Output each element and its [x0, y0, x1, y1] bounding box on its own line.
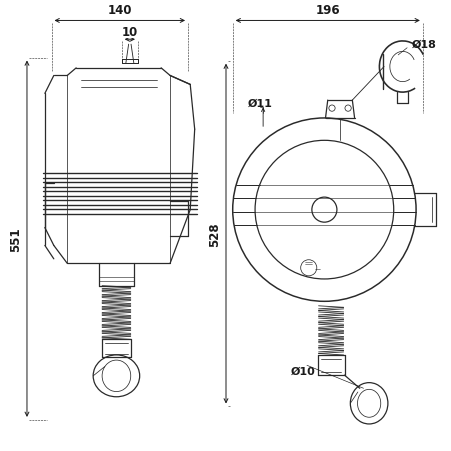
Text: 10: 10 [121, 26, 138, 39]
Text: Ø10: Ø10 [290, 366, 315, 376]
Text: 528: 528 [208, 222, 221, 246]
Text: 551: 551 [9, 227, 22, 252]
Text: 196: 196 [315, 4, 339, 17]
Text: Ø18: Ø18 [411, 40, 436, 50]
Text: 140: 140 [107, 4, 132, 17]
Text: Ø11: Ø11 [247, 98, 272, 108]
